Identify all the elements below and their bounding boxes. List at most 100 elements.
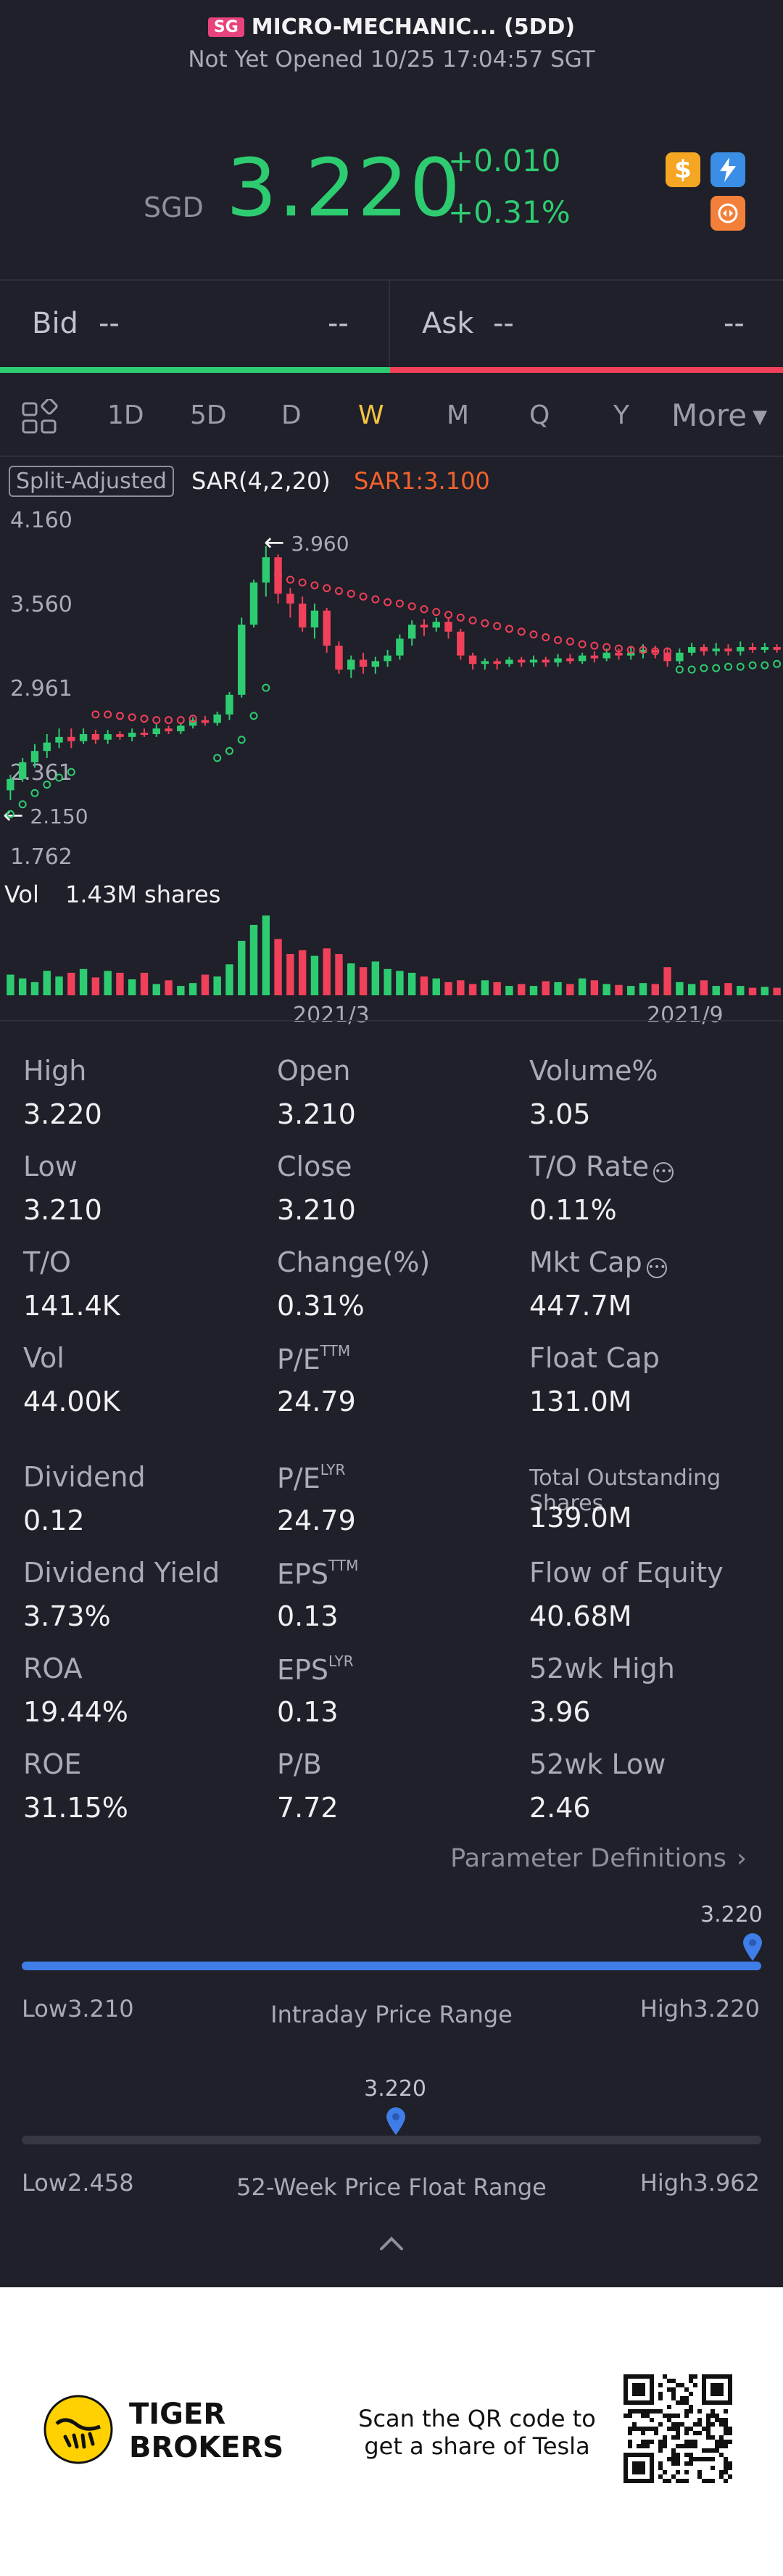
candle-body <box>359 659 368 667</box>
stat-value: 0.11% <box>529 1194 617 1226</box>
stat-label-mkt-cap[interactable]: Mkt Cap ••• <box>529 1246 667 1278</box>
candle-body <box>761 647 769 650</box>
candle-body <box>30 751 39 762</box>
x-tick-label: 2021/3 <box>293 1003 370 1028</box>
qr-module <box>628 2409 632 2414</box>
stat-value: 24.79 <box>277 1505 356 1536</box>
qr-module <box>645 2440 650 2444</box>
brand-line-2: BROKERS <box>129 2431 284 2464</box>
stat-label: Mkt Cap <box>529 1246 642 1278</box>
volume-bar <box>213 976 221 995</box>
bid-ask-panel[interactable]: Bid -- -- Ask -- -- <box>0 281 783 368</box>
sar-point <box>188 715 197 723</box>
qr-module <box>684 2409 689 2414</box>
parameter-definitions-link[interactable]: Parameter Definitions › <box>450 1844 747 1873</box>
stat-label-to-rate[interactable]: T/O Rate ••• <box>529 1151 674 1182</box>
qr-module <box>667 2457 671 2461</box>
qr-module <box>693 2374 697 2379</box>
options-icon[interactable] <box>710 196 745 231</box>
qr-module <box>684 2461 689 2466</box>
volume-bar <box>384 968 392 995</box>
qr-module <box>676 2461 680 2466</box>
chart-divider <box>0 1020 783 1021</box>
qr-module <box>689 2405 693 2409</box>
qr-module <box>671 2435 676 2440</box>
kline-chart[interactable]: Split-Adjusted SAR(4,2,20) SAR1:3.100 4.… <box>0 458 783 1039</box>
collapse-chevron-up-icon[interactable] <box>378 2234 405 2255</box>
qr-module <box>680 2444 684 2448</box>
week52-current-value: 3.220 <box>364 2076 426 2102</box>
qr-module <box>671 2474 676 2479</box>
tab-more[interactable]: More ▼ <box>671 398 767 433</box>
sar-point <box>444 611 453 620</box>
stat-value: 44.00K <box>23 1386 120 1417</box>
qr-module <box>693 2440 697 2444</box>
sar-point <box>566 637 574 646</box>
qr-module <box>697 2422 702 2427</box>
qr-module <box>684 2400 689 2405</box>
stat-value: 19.44% <box>23 1696 128 1728</box>
sar-point <box>468 616 477 625</box>
candle-body <box>712 648 720 651</box>
range-low-label: Low <box>22 1995 68 2022</box>
qr-module <box>637 2427 641 2431</box>
stock-title[interactable]: SG MICRO-MECHANIC... (5DD) <box>0 15 783 40</box>
candle-body <box>407 625 416 639</box>
bid-volume-bar <box>0 367 390 373</box>
qr-module <box>689 2409 693 2414</box>
chart-layout-icon[interactable] <box>20 398 58 440</box>
week52-high: High3.962 <box>640 2169 760 2197</box>
tab-m[interactable]: M <box>447 400 470 430</box>
qr-module <box>710 2435 715 2440</box>
candle-body <box>663 652 671 662</box>
sar-point <box>298 578 307 587</box>
lightning-icon[interactable] <box>710 152 745 187</box>
tab-d[interactable]: D <box>281 400 302 430</box>
sar-point <box>554 635 563 644</box>
stat-value: 3.73% <box>23 1600 111 1632</box>
dollar-icon[interactable]: $ <box>666 152 700 187</box>
qr-module <box>671 2387 676 2392</box>
qr-module <box>724 2461 728 2466</box>
tab-w[interactable]: W <box>358 400 384 430</box>
parameter-definitions-label: Parameter Definitions <box>450 1844 726 1873</box>
qr-module <box>663 2435 667 2440</box>
stat-label: Flow of Equity <box>529 1557 724 1589</box>
tab-5d[interactable]: 5D <box>190 400 227 430</box>
tab-1d[interactable]: 1D <box>107 400 144 430</box>
sar-point <box>493 622 502 630</box>
volume-bar <box>748 987 757 995</box>
stat-value: 31.15% <box>23 1792 128 1824</box>
volume-bar <box>529 986 538 995</box>
sar-point <box>736 662 745 671</box>
qr-module <box>650 2427 654 2431</box>
sar-point <box>237 736 246 744</box>
qr-module <box>702 2448 706 2453</box>
qr-module <box>724 2409 728 2414</box>
qr-module <box>641 2409 645 2414</box>
candle-body <box>651 649 659 653</box>
sar-point <box>420 605 428 614</box>
sar-point <box>761 661 769 670</box>
tab-y[interactable]: Y <box>613 400 629 430</box>
candle-body <box>773 647 781 650</box>
qr-module <box>706 2448 710 2453</box>
stat-value: 131.0M <box>529 1386 632 1417</box>
candle-body <box>444 622 452 632</box>
more-info-icon[interactable]: ••• <box>653 1162 674 1182</box>
qr-module <box>702 2479 706 2483</box>
qr-module <box>676 2435 680 2440</box>
stat-label-sup: LYR <box>320 1461 346 1478</box>
qr-module <box>676 2400 680 2405</box>
more-info-icon[interactable]: ••• <box>646 1258 667 1278</box>
volume-bar <box>67 972 75 995</box>
split-adjusted-tag[interactable]: Split-Adjusted <box>9 466 174 497</box>
tab-q[interactable]: Q <box>529 400 550 430</box>
sar-indicator-label[interactable]: SAR(4,2,20) <box>191 467 331 495</box>
qr-module <box>663 2479 667 2483</box>
sar-point <box>384 598 392 606</box>
market-status: Not Yet Opened 10/25 17:04:57 SGT <box>188 46 595 73</box>
y-tick-label: 2.961 <box>10 676 72 701</box>
candle-body <box>335 646 343 670</box>
qr-module <box>645 2409 650 2414</box>
